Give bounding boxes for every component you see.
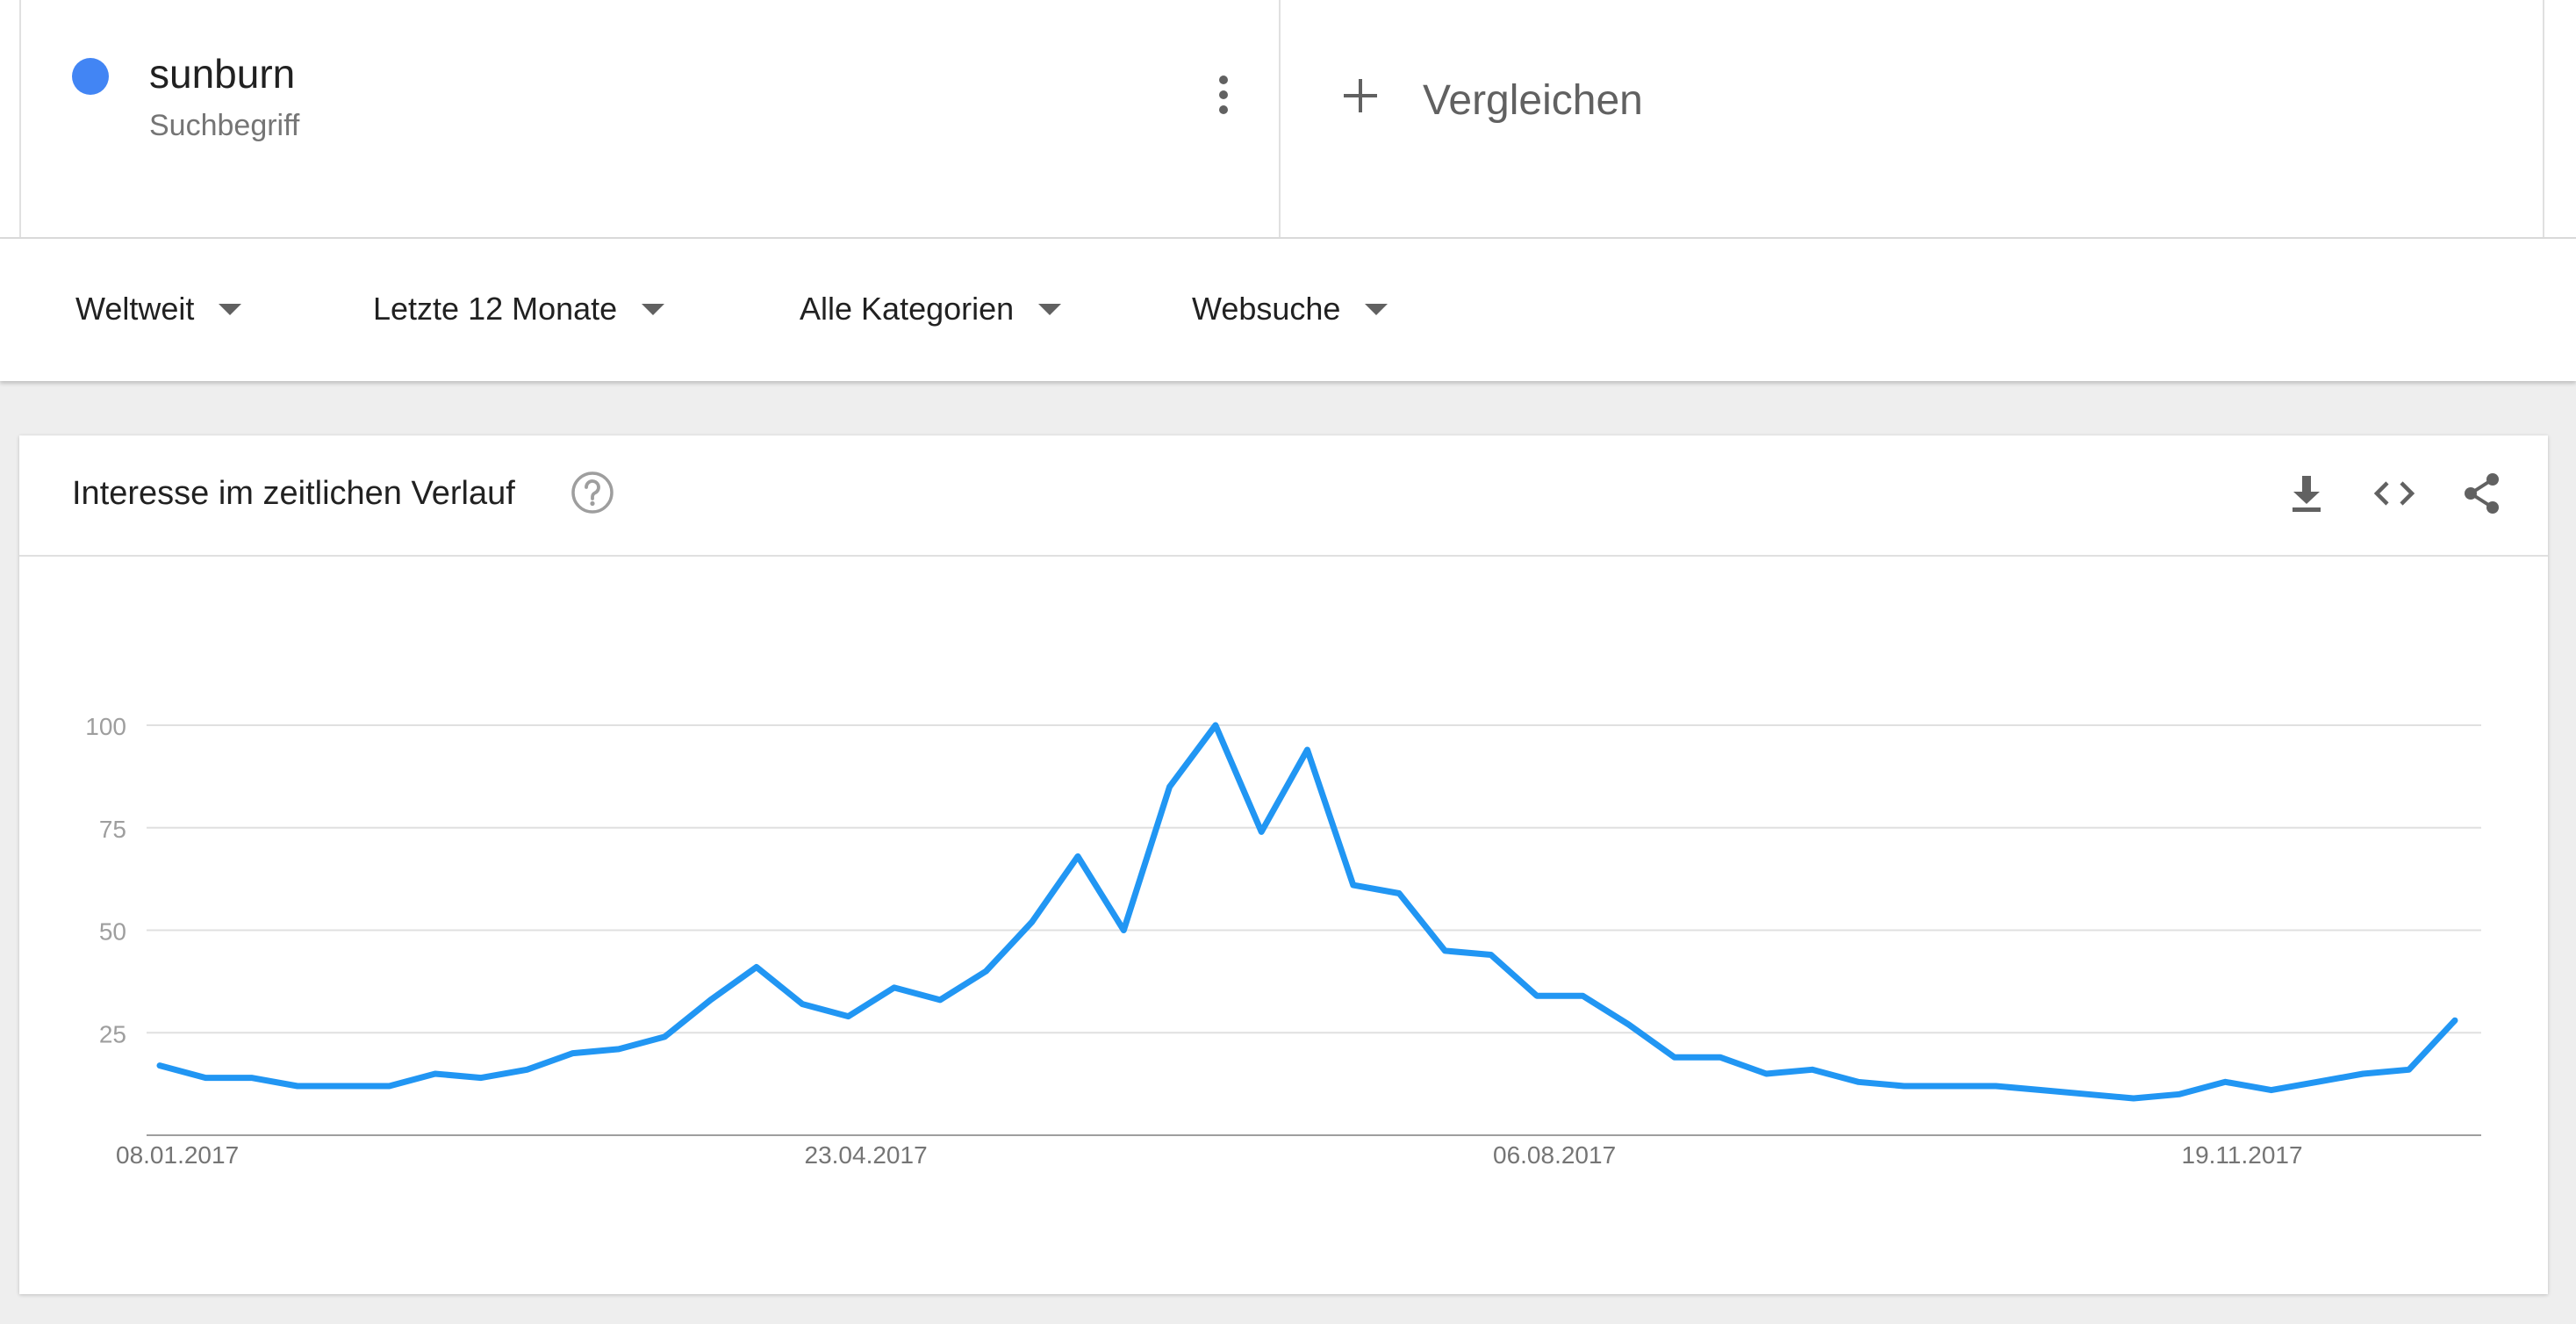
- x-tick-label: 19.11.2017: [2182, 1141, 2303, 1169]
- x-tick-label: 23.04.2017: [805, 1141, 928, 1169]
- data-point: [1577, 990, 1588, 1001]
- data-point: [384, 1081, 395, 1091]
- data-point: [521, 1064, 532, 1075]
- help-icon[interactable]: [570, 471, 614, 514]
- data-point: [1027, 917, 1037, 927]
- more-vert-icon[interactable]: [1213, 76, 1234, 123]
- plus-icon: [1344, 79, 1377, 112]
- data-point: [2357, 1069, 2368, 1079]
- data-point: [568, 1048, 578, 1059]
- data-point: [200, 1073, 211, 1083]
- data-point: [1394, 888, 1404, 898]
- data-point: [2312, 1076, 2322, 1087]
- card-header: Interesse im zeitlichen Verlauf: [19, 435, 2548, 557]
- data-point: [706, 995, 716, 1005]
- dropdown-caret-icon: [219, 303, 242, 315]
- data-point: [292, 1081, 303, 1091]
- data-point: [1991, 1081, 2001, 1091]
- data-point: [1439, 946, 1450, 956]
- y-tick-label: 50: [99, 918, 126, 946]
- data-point: [1853, 1076, 1863, 1087]
- data-point: [154, 1061, 165, 1071]
- time-range-filter-dropdown[interactable]: Letzte 12 Monate: [373, 284, 665, 334]
- data-point: [980, 966, 991, 976]
- y-tick-label: 100: [85, 713, 126, 740]
- data-point: [1118, 925, 1129, 936]
- data-point: [2036, 1085, 2047, 1096]
- region-filter-label: Weltweit: [75, 291, 195, 327]
- search-term-type: Suchbegriff: [149, 109, 300, 142]
- y-tick-label: 75: [99, 816, 126, 843]
- search-type-filter-label: Websuche: [1192, 291, 1341, 327]
- data-point: [2221, 1076, 2231, 1087]
- data-point: [2404, 1064, 2415, 1075]
- region-filter-dropdown[interactable]: Weltweit: [75, 284, 242, 334]
- data-point: [1073, 851, 1083, 861]
- data-point: [247, 1073, 257, 1083]
- data-point: [1715, 1052, 1726, 1062]
- data-point: [1486, 950, 1496, 961]
- data-point: [614, 1044, 624, 1054]
- data-point: [1165, 781, 1175, 792]
- interest-over-time-card: Interesse im zeitlichen Verlauf 25 50 75 10…: [19, 435, 2548, 1294]
- series-line-sunburn: [156, 722, 2458, 1102]
- card-title: Interesse im zeitlichen Verlauf: [72, 475, 515, 512]
- data-point: [1256, 826, 1266, 837]
- category-filter-dropdown[interactable]: Alle Kategorien: [800, 284, 1062, 334]
- data-point: [1898, 1081, 1909, 1091]
- data-point: [2450, 1015, 2460, 1025]
- time-range-filter-label: Letzte 12 Monate: [373, 291, 618, 327]
- data-point: [1669, 1052, 1680, 1062]
- data-point: [1532, 990, 1542, 1001]
- category-filter-label: Alle Kategorien: [800, 291, 1015, 327]
- dropdown-caret-icon: [642, 303, 665, 315]
- data-point: [1210, 720, 1221, 730]
- data-point: [659, 1032, 670, 1042]
- compare-label: Vergleichen: [1423, 77, 1643, 124]
- data-point: [1302, 745, 1313, 755]
- search-term-name: sunburn: [149, 51, 296, 97]
- data-point: [843, 1011, 854, 1022]
- data-point: [889, 982, 900, 993]
- data-point: [935, 995, 945, 1005]
- data-point: [1762, 1069, 1772, 1079]
- data-point: [1945, 1081, 1955, 1091]
- dropdown-caret-icon: [1365, 303, 1388, 315]
- search-type-filter-dropdown[interactable]: Websuche: [1192, 284, 1388, 334]
- data-point: [751, 962, 762, 973]
- interest-line-chart[interactable]: 25 50 75 100 08.01.2017 23.04.2017 06.08.2017…: [19, 557, 2548, 1292]
- data-point: [1807, 1064, 1818, 1075]
- search-term-card[interactable]: sunburn Suchbegriff: [19, 0, 1281, 237]
- search-terms-bar: sunburn Suchbegriff Vergleichen: [0, 0, 2576, 239]
- data-point: [430, 1069, 441, 1079]
- y-tick-label: 25: [99, 1020, 126, 1047]
- data-point: [1624, 1019, 1634, 1030]
- data-point: [2174, 1089, 2185, 1099]
- share-icon[interactable]: [2459, 471, 2505, 516]
- dropdown-caret-icon: [1038, 303, 1062, 315]
- x-tick-label: 06.08.2017: [1493, 1141, 1616, 1169]
- compare-button[interactable]: Vergleichen: [1281, 0, 2544, 237]
- x-tick-label: 08.01.2017: [116, 1141, 239, 1169]
- data-point: [797, 999, 807, 1010]
- filter-bar: Weltweit Letzte 12 Monate Alle Kategorie…: [0, 239, 2576, 381]
- data-point: [2083, 1089, 2093, 1099]
- data-point: [338, 1081, 348, 1091]
- data-point: [476, 1073, 486, 1083]
- series-color-dot: [72, 58, 109, 95]
- download-icon[interactable]: [2284, 471, 2329, 516]
- data-point: [2128, 1093, 2139, 1104]
- data-point: [1348, 880, 1359, 890]
- embed-code-icon[interactable]: [2371, 471, 2417, 516]
- data-point: [2266, 1085, 2277, 1096]
